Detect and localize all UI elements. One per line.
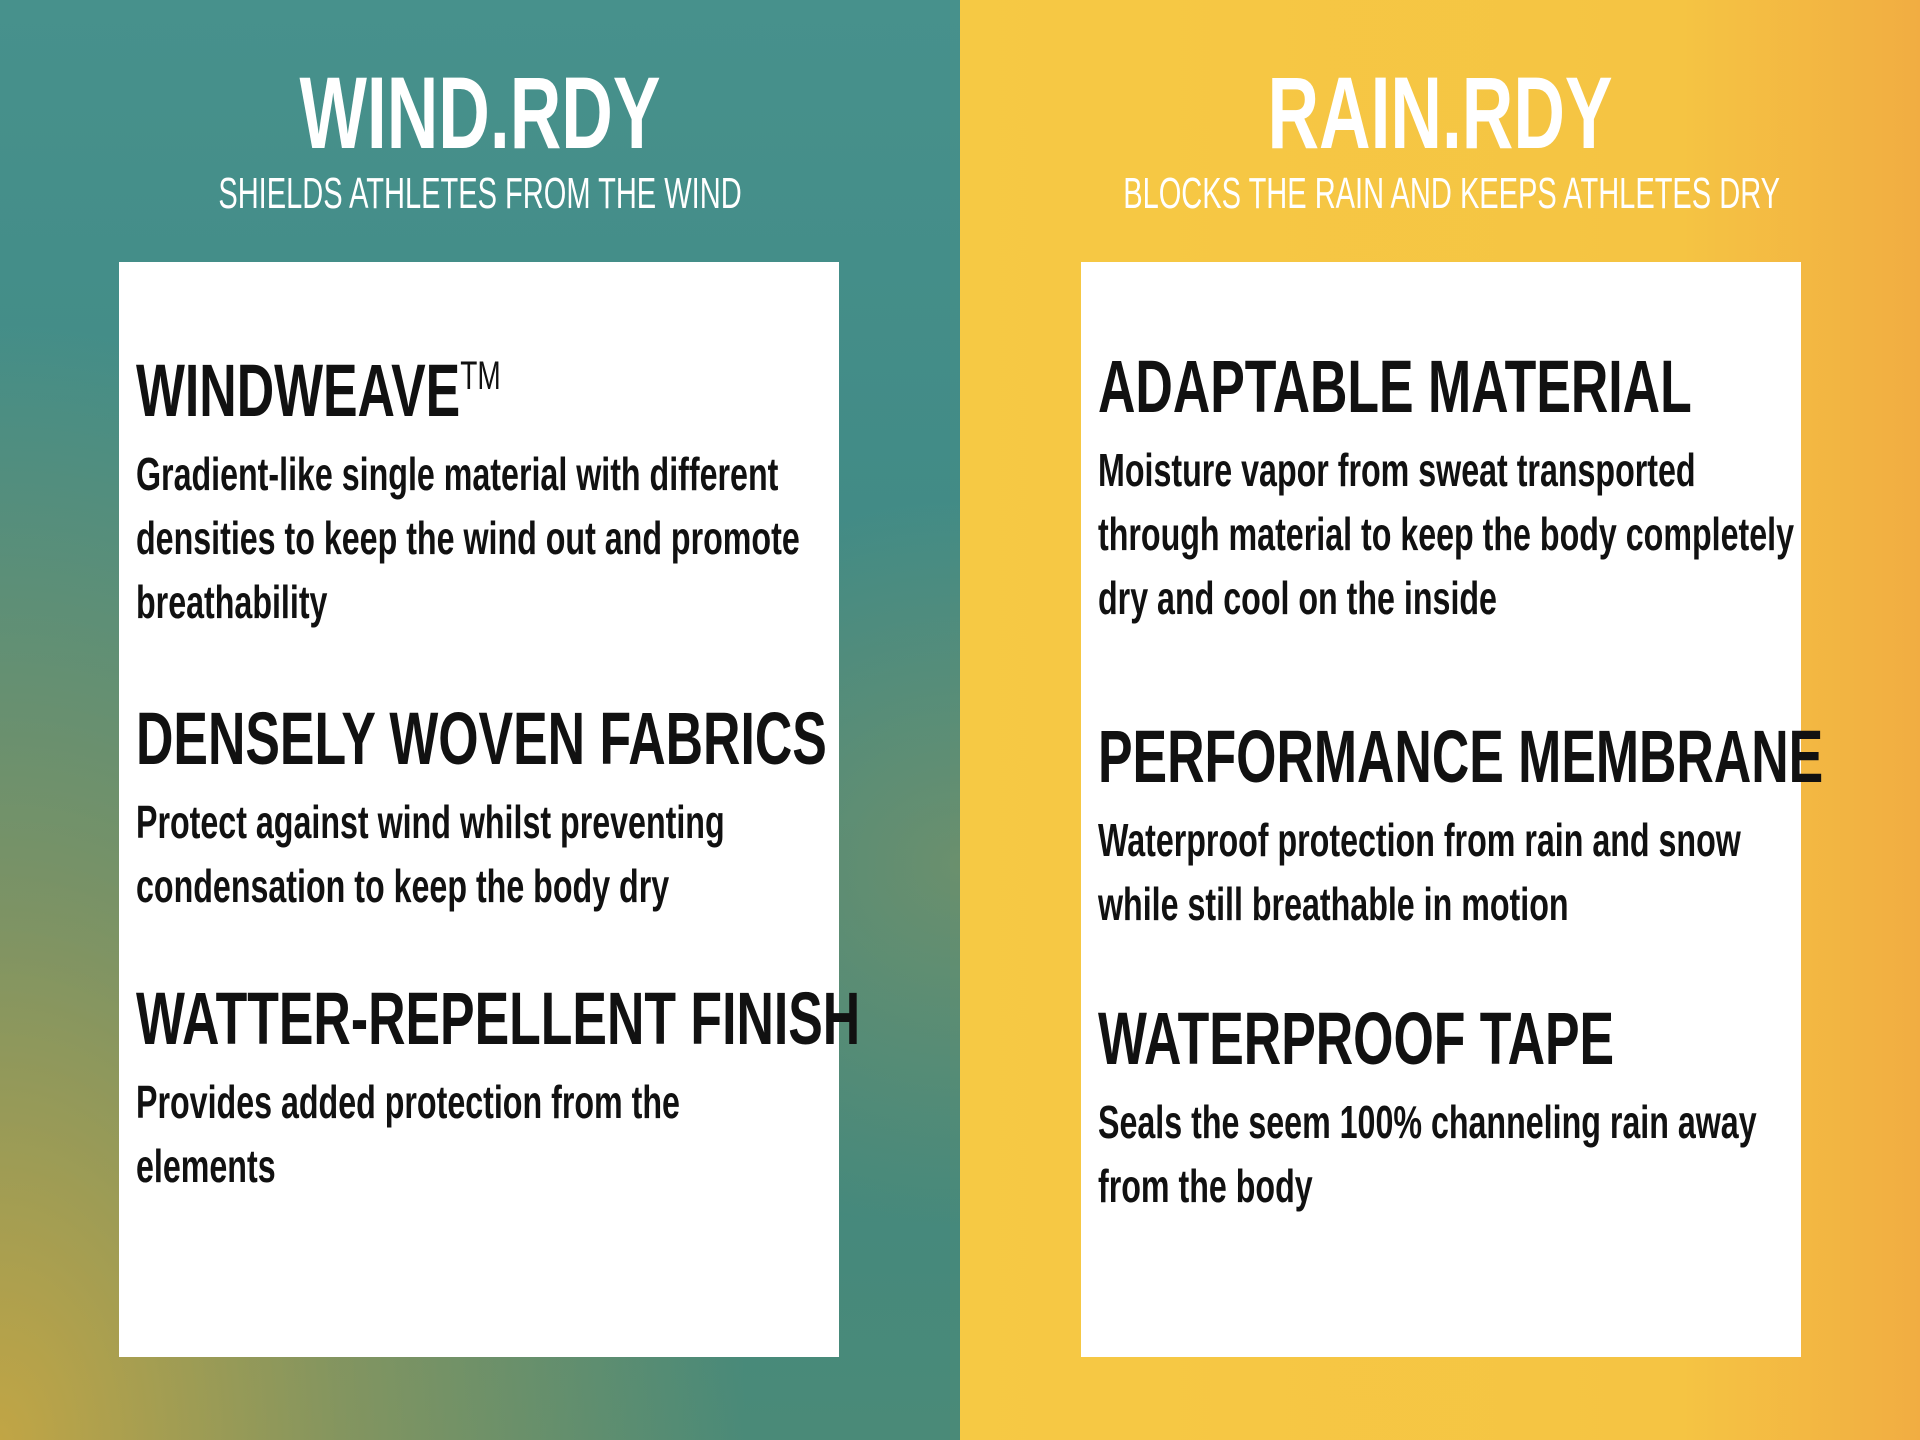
feature-body: Gradient-like single material with diffe… [136, 448, 800, 628]
feature-body: Waterproof protection from rain and snow… [1098, 814, 1741, 930]
feature-body: Provides added protection from the eleme… [136, 1076, 680, 1192]
feature-waterproof-tape: WATERPROOF TAPE Seals the seem 100% chan… [1098, 1002, 1805, 1218]
feature-body: Protect against wind whilst preventing c… [136, 796, 725, 912]
panel-subtitle: BLOCKS THE RAIN AND KEEPS ATHLETES DRY [1123, 169, 1781, 218]
panel-subtitle: SHIELDS ATHLETES FROM THE WIND [218, 169, 742, 218]
feature-densely-woven: DENSELY WOVEN FABRICS Protect against wi… [136, 697, 827, 918]
feature-heading: WATERPROOF TAPE [1098, 997, 1615, 1080]
feature-heading: ADAPTABLE MATERIAL [1098, 345, 1692, 428]
feature-adaptable-material: ADAPTABLE MATERIAL Moisture vapor from s… [1098, 350, 1805, 630]
feature-heading: PERFORMANCE MEMBRANE [1098, 715, 1824, 798]
panel-title: RAIN.RDY [1267, 56, 1613, 170]
wind-rdy-panel: WIND.RDY SHIELDS ATHLETES FROM THE WIND … [0, 0, 960, 1440]
rain-rdy-panel: RAIN.RDY BLOCKS THE RAIN AND KEEPS ATHLE… [960, 0, 1920, 1440]
feature-card: WINDWEAVETM Gradient-like single materia… [119, 262, 861, 1357]
feature-body: Moisture vapor from sweat transported th… [1098, 444, 1794, 624]
feature-body: Seals the seem 100% channeling rain away… [1098, 1096, 1757, 1212]
feature-heading: WATTER-REPELLENT FINISH [136, 977, 861, 1060]
feature-windweave: WINDWEAVETM Gradient-like single materia… [136, 354, 808, 634]
feature-card: ADAPTABLE MATERIAL Moisture vapor from s… [1081, 262, 1823, 1357]
feature-heading: DENSELY WOVEN FABRICS [136, 697, 827, 780]
trademark: TM [460, 354, 501, 398]
feature-performance-membrane: PERFORMANCE MEMBRANE Waterproof protecti… [1098, 715, 1824, 936]
feature-water-repellent: WATTER-REPELLENT FINISH Provides added p… [136, 977, 861, 1198]
feature-heading: WINDWEAVETM [136, 349, 501, 432]
panel-title: WIND.RDY [299, 56, 661, 170]
